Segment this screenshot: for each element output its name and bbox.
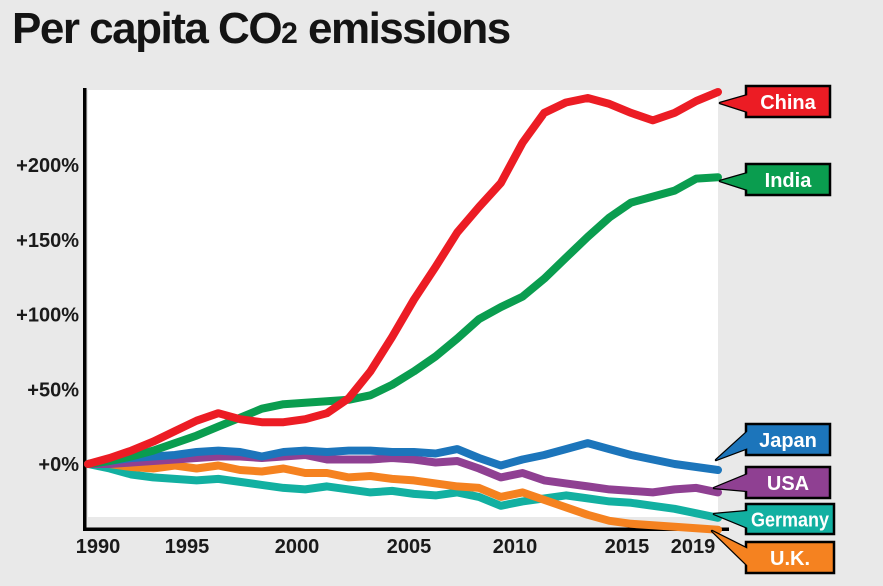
x-tick-label: 2000 (275, 536, 320, 558)
legend-pointer-fill-japan (716, 431, 748, 460)
series-line-china (84, 88, 722, 468)
legend-pointer-fill-usa (714, 474, 748, 491)
title-subscript: 2 (281, 17, 298, 50)
chart-title: Per capita CO2 emissions (12, 4, 511, 54)
legend-label-germany: Germany (751, 510, 830, 532)
legend-pointer-fill-germany (714, 511, 748, 528)
series-line-germany (84, 460, 722, 522)
series-line-usa (84, 451, 722, 497)
legend-box-india (744, 162, 832, 197)
x-tick-label: 2005 (387, 536, 432, 558)
series-line-india (84, 173, 722, 468)
x-tick-label: 2010 (493, 536, 538, 558)
legend-label-india: India (765, 170, 813, 192)
y-tick-label: +50% (27, 379, 79, 401)
y-tick-label: +200% (16, 155, 79, 177)
title-text-end: emissions (297, 4, 511, 53)
x-tick-label: 1990 (76, 536, 121, 558)
x-tick-label: 2015 (605, 536, 650, 558)
y-axis-line (83, 88, 87, 531)
series-line-uk (84, 460, 722, 534)
legend-pointer-fill-uk (712, 531, 748, 566)
x-axis-line (83, 527, 729, 531)
y-tick-label: +100% (16, 305, 79, 327)
plot-area (88, 90, 718, 517)
y-tick-label: +0% (38, 454, 79, 476)
legend-pointer-fill-china (720, 95, 748, 112)
legend-pointer-fill-india (720, 173, 748, 190)
series-line-japan (84, 439, 722, 474)
legend-label-usa: USA (767, 473, 809, 495)
legend-box-china (744, 84, 832, 119)
x-tick-label: 1995 (165, 536, 210, 558)
legend-label-japan: Japan (759, 430, 817, 452)
legend-box-japan (744, 422, 832, 457)
legend-label-china: China (760, 92, 816, 114)
x-tick-label: 2019 (671, 536, 716, 558)
y-tick-label: +150% (16, 230, 79, 252)
title-text: Per capita CO (12, 4, 283, 53)
legend-label-uk: U.K. (770, 548, 810, 570)
